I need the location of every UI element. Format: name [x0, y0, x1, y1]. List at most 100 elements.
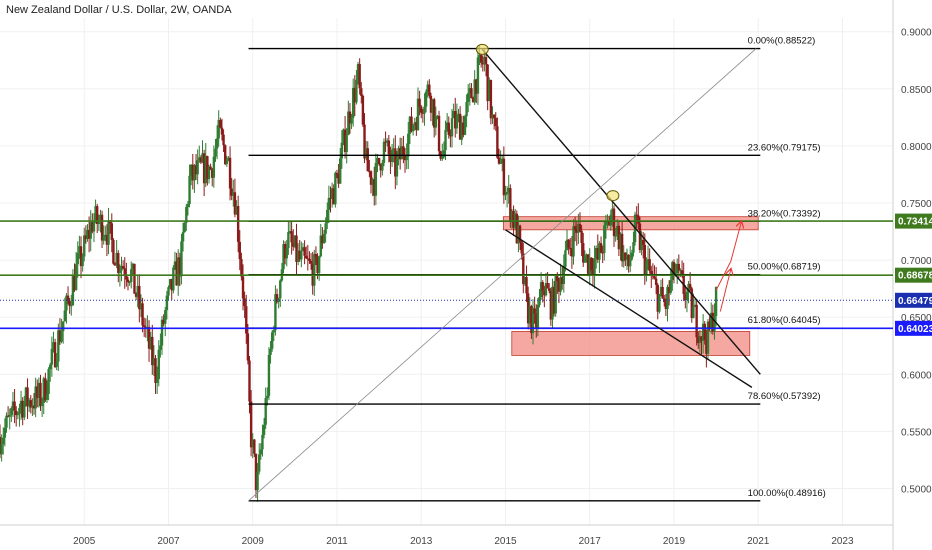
x-tick-label: 2005: [73, 536, 96, 547]
candle-body: [358, 64, 361, 89]
candle-body: [15, 410, 18, 416]
candle-body: [227, 157, 230, 161]
candle-body: [133, 263, 136, 294]
candle-body: [274, 294, 277, 331]
candle-body: [573, 226, 577, 230]
candle-body: [11, 401, 15, 409]
candle-body: [27, 400, 31, 407]
candle-body: [462, 122, 465, 135]
candle-body: [586, 254, 590, 274]
candle-body: [126, 279, 130, 283]
candle-body: [211, 169, 214, 178]
candle-body: [635, 214, 638, 216]
candle-body: [23, 401, 26, 418]
candle-body: [24, 387, 28, 402]
price-tag: [895, 292, 932, 308]
candle-body: [248, 360, 251, 402]
candle-body: [656, 284, 659, 312]
candle-body: [654, 278, 658, 285]
candle-body: [395, 158, 399, 177]
candle-body: [322, 233, 326, 244]
candle-body: [26, 387, 29, 407]
chart-title: New Zealand Dollar / U.S. Dollar, 2W, OA…: [6, 4, 232, 16]
candle-body: [386, 140, 389, 143]
candle-body: [52, 342, 55, 349]
candle-body: [557, 280, 561, 292]
candle-body: [680, 270, 684, 274]
candle-body: [32, 405, 36, 409]
candle-body: [53, 342, 57, 368]
candle-body: [61, 321, 65, 332]
candle-body: [394, 148, 397, 177]
candle-body: [170, 279, 173, 291]
candle-body: [661, 286, 664, 299]
price-tag-label: 0.68678: [898, 271, 932, 282]
candle-body: [356, 64, 360, 80]
candle-body: [687, 283, 690, 292]
candle-body: [332, 188, 335, 205]
candle-body: [590, 257, 593, 271]
candle-body: [225, 160, 229, 165]
candle-body: [445, 122, 449, 130]
price-tag: [895, 320, 932, 336]
candle-body: [389, 154, 392, 162]
candle-body: [684, 294, 687, 300]
candle-body: [99, 214, 102, 223]
candle-body: [262, 424, 266, 435]
candle-body: [334, 172, 337, 205]
candle-body: [672, 262, 676, 276]
fib-label: 100.00%(0.48916): [748, 488, 826, 499]
candle-body: [141, 303, 144, 326]
candle-body: [624, 252, 627, 261]
candle-body: [128, 281, 131, 283]
candle-body: [288, 231, 292, 233]
candle-body: [714, 286, 718, 317]
price-zone: [511, 331, 751, 356]
candle-body: [486, 64, 489, 102]
candle-body: [316, 256, 319, 274]
candle-body: [83, 235, 86, 257]
candle-body: [304, 255, 308, 259]
candle-body: [113, 263, 117, 266]
candle-body: [309, 260, 313, 264]
candle-body: [685, 291, 689, 300]
candle-body: [676, 263, 679, 274]
price-tag: [895, 213, 932, 229]
candle-body: [612, 208, 616, 236]
candle-body: [73, 276, 76, 291]
candle-body: [408, 116, 412, 134]
trendline: [505, 229, 753, 388]
candle-body: [183, 222, 186, 233]
candle-body: [275, 294, 279, 302]
price-tag-label: 0.66479: [898, 296, 932, 307]
candle-body: [546, 283, 549, 289]
candle-body: [437, 115, 441, 152]
candle-body: [517, 225, 520, 244]
candle-body: [100, 214, 104, 241]
candle-body: [202, 153, 206, 184]
candle-body: [94, 206, 97, 221]
candle-body: [387, 140, 391, 155]
candle-body: [232, 192, 235, 196]
candle-body: [188, 175, 191, 205]
candle-body: [627, 254, 630, 267]
candle-body: [690, 288, 693, 319]
candle-body: [253, 439, 256, 454]
candle-body: [121, 265, 125, 269]
candle-body: [432, 99, 436, 128]
candle-body: [193, 165, 196, 181]
candle-body: [0, 444, 3, 455]
candle-body: [293, 235, 297, 247]
candle-body: [282, 244, 285, 270]
candle-body: [364, 148, 368, 159]
candle-body: [416, 98, 420, 131]
candle-body: [104, 234, 107, 236]
candle-body: [632, 242, 635, 253]
candle-body: [594, 248, 598, 259]
candle-body: [407, 133, 410, 157]
candle-body: [478, 54, 481, 58]
candle-body: [450, 118, 454, 137]
candle-body: [666, 287, 669, 309]
candle-body: [492, 114, 496, 119]
candle-body: [175, 261, 178, 286]
